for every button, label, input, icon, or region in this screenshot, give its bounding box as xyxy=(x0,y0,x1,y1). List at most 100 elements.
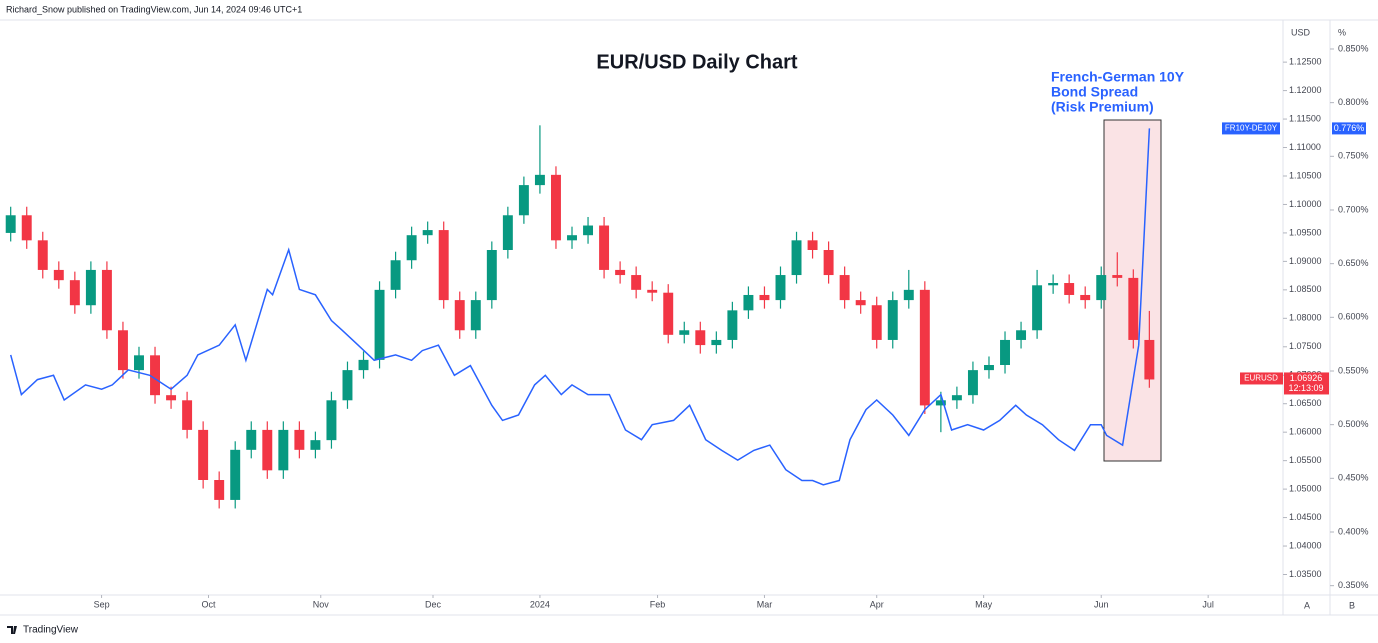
candle-body xyxy=(1144,339,1155,380)
price-tag-value: 1.06926 xyxy=(1290,373,1323,383)
candle-body xyxy=(85,269,96,306)
y-axis-label: USD xyxy=(1291,27,1311,37)
candle-body xyxy=(871,305,882,340)
candle-body xyxy=(711,339,722,346)
candle-body xyxy=(1064,283,1075,295)
scale-button[interactable]: A xyxy=(1304,600,1310,610)
candle-body xyxy=(310,440,321,450)
candle-body xyxy=(150,355,161,396)
candle-body xyxy=(134,355,144,371)
annotation: French-German 10Y xyxy=(1051,69,1185,85)
candle-body xyxy=(599,225,610,270)
scale-button[interactable]: B xyxy=(1349,600,1355,610)
candle-body xyxy=(647,289,658,293)
candle-body xyxy=(518,185,529,216)
candle-body xyxy=(839,275,850,301)
header: Richard_Snow published on TradingView.co… xyxy=(6,4,302,14)
line-tag xyxy=(1222,122,1280,135)
candle-body xyxy=(53,269,64,281)
y2-tick-label: 0.850% xyxy=(1338,43,1369,53)
y-tick-label: 1.04500 xyxy=(1289,512,1322,522)
y-tick-label: 1.07500 xyxy=(1289,341,1322,351)
candle-body xyxy=(1000,339,1010,365)
candle-body xyxy=(5,215,16,233)
y-tick-label: 1.06500 xyxy=(1289,398,1322,408)
y-tick-label: 1.09500 xyxy=(1289,227,1322,237)
candle-body xyxy=(438,230,449,301)
annotation: (Risk Premium) xyxy=(1051,99,1154,115)
candle-body xyxy=(214,480,225,500)
candle-body xyxy=(855,300,866,306)
annotation: Bond Spread xyxy=(1051,84,1138,100)
y2-tick-label: 0.350% xyxy=(1338,580,1369,590)
candle-body xyxy=(775,275,786,301)
candle-body xyxy=(246,429,257,450)
logo xyxy=(7,626,17,634)
candle-body xyxy=(470,300,481,331)
candle-body xyxy=(1032,285,1043,331)
candle-body xyxy=(37,240,48,270)
candle-body xyxy=(583,225,594,236)
y-tick-label: 1.06000 xyxy=(1289,427,1322,437)
x-tick-label: Dec xyxy=(425,599,442,609)
y2-tick-label: 0.650% xyxy=(1338,258,1369,268)
y2-tick-label: 0.450% xyxy=(1338,473,1369,483)
y2-tick-label: 0.550% xyxy=(1338,365,1369,375)
y2-tick-label: 0.500% xyxy=(1338,419,1369,429)
candle-body xyxy=(791,240,802,276)
candle-body xyxy=(101,269,112,331)
candle-body xyxy=(951,395,962,401)
candle-body xyxy=(743,294,754,311)
candle-body xyxy=(117,330,128,371)
candle-body xyxy=(967,370,978,396)
x-tick-label: Apr xyxy=(870,599,884,609)
x-tick-label: Jun xyxy=(1094,599,1109,609)
y2-tick-label: 0.750% xyxy=(1338,151,1369,161)
candle-body xyxy=(759,294,770,301)
candle-body xyxy=(454,300,465,331)
candle-body xyxy=(358,359,369,371)
candle-body xyxy=(294,429,305,450)
candle-body xyxy=(166,395,177,401)
x-tick-label: May xyxy=(975,599,993,609)
x-tick-label: Nov xyxy=(313,599,330,609)
line-tag-value: 0.776% xyxy=(1334,123,1365,133)
y-tick-label: 1.12000 xyxy=(1289,85,1322,95)
y-tick-label: 1.12500 xyxy=(1289,57,1322,67)
y-tick-label: 1.11000 xyxy=(1289,142,1321,152)
candle-body xyxy=(807,240,818,250)
candle-body xyxy=(1112,275,1123,278)
chart-title: EUR/USD Daily Chart xyxy=(596,51,797,73)
candle-body xyxy=(1096,275,1107,301)
y-tick-label: 1.04000 xyxy=(1289,540,1322,550)
price-tag xyxy=(1284,372,1329,395)
y2-tick-label: 0.800% xyxy=(1338,97,1369,107)
y-tick-label: 1.05000 xyxy=(1289,483,1322,493)
x-tick-label: Feb xyxy=(650,599,666,609)
candle-body xyxy=(615,269,626,276)
candle-body xyxy=(21,215,32,241)
y-tick-label: 1.10000 xyxy=(1289,199,1322,209)
line-tag-name: FR10Y-DE10Y xyxy=(1225,124,1278,133)
y-tick-label: 1.11500 xyxy=(1289,113,1321,123)
candle-body xyxy=(903,289,914,301)
x-tick-label: Oct xyxy=(201,599,216,609)
candle-body xyxy=(1048,283,1059,286)
candle-body xyxy=(406,235,417,261)
candle-body xyxy=(935,400,946,406)
candle-body xyxy=(887,300,898,340)
candle-body xyxy=(1016,330,1027,340)
line-tag xyxy=(1332,122,1366,135)
candle-body xyxy=(679,330,690,335)
x-tick-label: Jul xyxy=(1202,599,1214,609)
candle-body xyxy=(663,292,674,335)
y-tick-label: 1.03500 xyxy=(1289,569,1322,579)
x-tick-label: 2024 xyxy=(530,599,550,609)
candle-body xyxy=(502,215,513,250)
candle-body xyxy=(262,429,273,471)
price-tag-name: EURUSD xyxy=(1244,374,1278,383)
candle-body xyxy=(631,275,642,290)
candle-body xyxy=(374,289,385,360)
candle-body xyxy=(326,400,337,441)
